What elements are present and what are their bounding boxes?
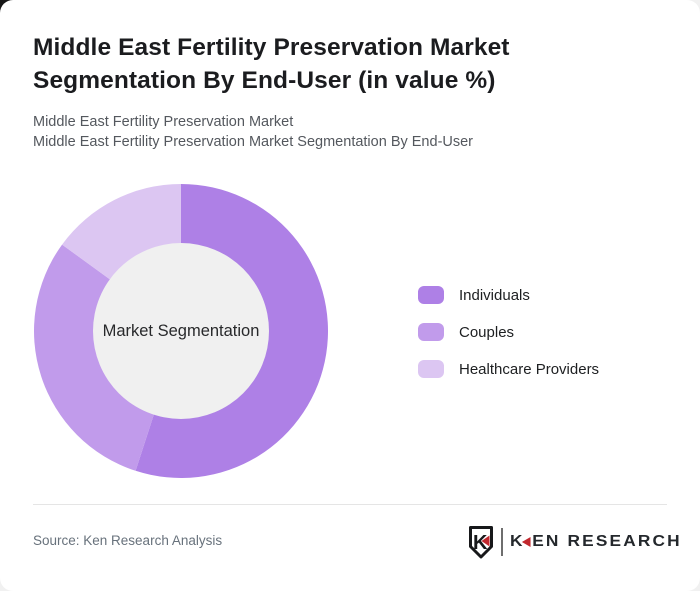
wordmark-k: K bbox=[509, 533, 525, 550]
shield-red-triangle bbox=[481, 535, 490, 546]
legend-item-healthcare-providers: Healthcare Providers bbox=[418, 360, 599, 378]
ken-research-shield-icon: K bbox=[468, 525, 493, 558]
source-text: Source: Ken Research Analysis bbox=[33, 533, 223, 548]
wordmark-red-triangle-icon bbox=[521, 537, 531, 547]
page-title: Middle East Fertility Preservation Marke… bbox=[33, 34, 510, 94]
chart-subtitle-line2: Middle East Fertility Preservation Marke… bbox=[33, 134, 474, 150]
donut-center-label: Market Segmentation bbox=[102, 321, 260, 340]
legend-label: Individuals bbox=[459, 286, 530, 304]
wordmark-rest: EN RESEARCH bbox=[532, 533, 682, 550]
legend-item-couples: Couples bbox=[418, 323, 599, 341]
legend-swatch-healthcare-providers bbox=[418, 360, 444, 378]
chart-legend: Individuals Couples Healthcare Providers bbox=[418, 286, 599, 378]
ken-research-wordmark: K EN RESEARCH bbox=[510, 533, 682, 551]
legend-label: Healthcare Providers bbox=[459, 360, 600, 378]
legend-label: Couples bbox=[459, 323, 515, 341]
donut-center-circle bbox=[93, 243, 269, 419]
logo-divider-bar bbox=[500, 528, 503, 556]
svg-text:K: K bbox=[473, 532, 488, 554]
chart-subtitle-line1: Middle East Fertility Preservation Marke… bbox=[33, 114, 294, 130]
donut-svg bbox=[34, 184, 328, 478]
footer-divider bbox=[33, 504, 667, 505]
legend-item-individuals: Individuals bbox=[418, 286, 599, 304]
legend-swatch-individuals bbox=[418, 286, 444, 304]
donut-chart: Market Segmentation bbox=[34, 184, 328, 478]
ken-research-logo: K K EN RESEARCH bbox=[468, 525, 680, 559]
legend-swatch-couples bbox=[418, 323, 444, 341]
